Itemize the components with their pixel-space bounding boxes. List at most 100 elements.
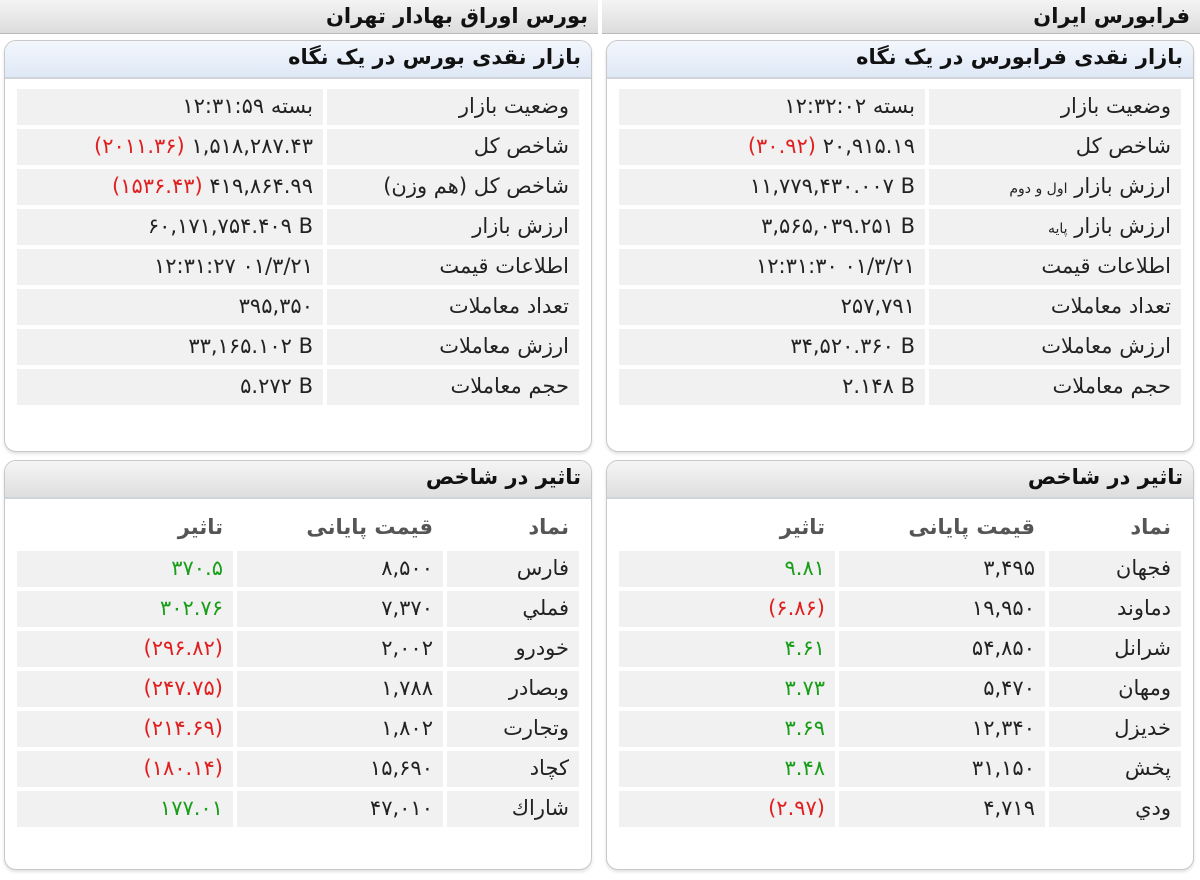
index-change: (۱۵۳۶.۴۳): [111, 174, 203, 198]
symbol-cell[interactable]: پخش: [1049, 751, 1181, 787]
row-value: ۱۱,۷۷۹,۴۳۰.۰۰۷ B: [619, 169, 925, 205]
row-label: حجم معاملات: [929, 369, 1181, 405]
tse-impact-panel: تاثیر در شاخص نماد قیمت پایانی تاثیر فار…: [4, 460, 592, 870]
effect-cell: ۹.۸۱: [619, 551, 835, 587]
price-cell: ۱,۸۰۲: [237, 711, 443, 747]
market-status-value: بسته ۱۲:۳۲:۰۲: [784, 94, 915, 118]
table-row: حجم معاملات ۵.۲۷۲ B: [17, 369, 579, 405]
tse-snapshot-title: بازار نقدی بورس در یک نگاه: [5, 41, 591, 79]
table-row: وتجارت ۱,۸۰۲ (۲۱۴.۶۹): [17, 711, 579, 747]
row-value: بسته ۱۲:۳۲:۰۲: [619, 89, 925, 125]
price-cell: ۱۹,۹۵۰: [839, 591, 1045, 627]
symbol-cell[interactable]: خدیزل: [1049, 711, 1181, 747]
row-label: شاخص کل: [929, 129, 1181, 165]
table-row: وضعیت بازار بسته ۱۲:۳۲:۰۲: [619, 89, 1181, 125]
symbol-cell[interactable]: شرانل: [1049, 631, 1181, 667]
symbol-cell[interactable]: فملي: [447, 591, 579, 627]
row-label: شاخص کل (هم وزن): [327, 169, 579, 205]
table-row: وبصادر ۱,۷۸۸ (۲۴۷.۷۵): [17, 671, 579, 707]
header-price: قیمت پایانی: [306, 515, 433, 539]
tse-impact-table: نماد قیمت پایانی تاثیر فارس ۸,۵۰۰ ۳۷۰.۵ فم…: [17, 507, 579, 831]
row-value: (۱۵۳۶.۴۳) ۴۱۹,۸۶۴.۹۹: [17, 169, 323, 205]
table-row: شاراك ۴۷,۰۱۰ ۱۷۷.۰۱: [17, 791, 579, 827]
table-row: وضعیت بازار بسته ۱۲:۳۱:۵۹: [17, 89, 579, 125]
tse-column: بورس اوراق بهادار تهران بازار نقدی بورس …: [0, 0, 598, 880]
label-sub: اول و دوم: [1009, 181, 1068, 197]
ifb-snapshot-panel: بازار نقدی فرابورس در یک نگاه وضعیت بازا…: [606, 40, 1194, 452]
price-cell: ۷,۳۷۰: [237, 591, 443, 627]
index-value: ۴۱۹,۸۶۴.۹۹: [209, 174, 313, 198]
index-value: ۱,۵۱۸,۲۸۷.۴۳: [191, 134, 313, 158]
row-label: ارزش بازار اول و دوم: [929, 169, 1181, 205]
table-row: کچاد ۱۵,۶۹۰ (۱۸۰.۱۴): [17, 751, 579, 787]
symbol-cell[interactable]: کچاد: [447, 751, 579, 787]
price-cell: ۱۵,۶۹۰: [237, 751, 443, 787]
symbol-cell[interactable]: فجهان: [1049, 551, 1181, 587]
row-value: ۳۹۵,۳۵۰: [17, 289, 323, 325]
header-symbol: نماد: [1130, 515, 1171, 539]
effect-cell: ۳.۴۸: [619, 751, 835, 787]
table-row: حجم معاملات ۲.۱۴۸ B: [619, 369, 1181, 405]
table-row: ودي ۴,۷۱۹ (۲.۹۷): [619, 791, 1181, 827]
row-label: حجم معاملات: [327, 369, 579, 405]
ifb-impact-panel: تاثیر در شاخص نماد قیمت پایانی تاثیر فجه…: [606, 460, 1194, 870]
tse-snapshot-panel: بازار نقدی بورس در یک نگاه وضعیت بازار ب…: [4, 40, 592, 452]
tse-snapshot-table: وضعیت بازار بسته ۱۲:۳۱:۵۹ شاخص کل (۲۰۱۱.…: [17, 89, 579, 409]
table-row: ومهان ۵,۴۷۰ ۳.۷۳: [619, 671, 1181, 707]
ifb-impact-title: تاثیر در شاخص: [607, 461, 1193, 499]
effect-cell: (۲۱۴.۶۹): [17, 711, 233, 747]
table-row: اطلاعات قیمت ۱۲:۳۱:۲۷ ۰۱/۳/۲۱: [17, 249, 579, 285]
row-value: ۵.۲۷۲ B: [17, 369, 323, 405]
row-value: ۱۲:۳۱:۳۰ ۰۱/۳/۲۱: [619, 249, 925, 285]
row-label: ارزش معاملات: [327, 329, 579, 365]
row-value: (۳۰.۹۲) ۲۰,۹۱۵.۱۹: [619, 129, 925, 165]
header-effect: تاثیر: [779, 515, 825, 539]
symbol-cell[interactable]: دماوند: [1049, 591, 1181, 627]
table-row: دماوند ۱۹,۹۵۰ (۶.۸۶): [619, 591, 1181, 627]
table-row: خدیزل ۱۲,۳۴۰ ۳.۶۹: [619, 711, 1181, 747]
row-label: اطلاعات قیمت: [327, 249, 579, 285]
symbol-cell[interactable]: وبصادر: [447, 671, 579, 707]
effect-cell: (۱۸۰.۱۴): [17, 751, 233, 787]
table-row: فارس ۸,۵۰۰ ۳۷۰.۵: [17, 551, 579, 587]
label-main: ارزش بازار: [1074, 174, 1171, 198]
price-cell: ۳,۴۹۵: [839, 551, 1045, 587]
row-label: وضعیت بازار: [929, 89, 1181, 125]
tse-impact-title: تاثیر در شاخص: [5, 461, 591, 499]
effect-cell: ۳۰۲.۷۶: [17, 591, 233, 627]
symbol-cell[interactable]: وتجارت: [447, 711, 579, 747]
table-row: شاخص کل (۲۰۱۱.۳۶) ۱,۵۱۸,۲۸۷.۴۳: [17, 129, 579, 165]
ifb-snapshot-title: بازار نقدی فرابورس در یک نگاه: [607, 41, 1193, 79]
row-value: ۳,۵۶۵,۰۳۹.۲۵۱ B: [619, 209, 925, 245]
price-cell: ۸,۵۰۰: [237, 551, 443, 587]
row-label: ارزش بازار پایه: [929, 209, 1181, 245]
price-cell: ۴,۷۱۹: [839, 791, 1045, 827]
effect-cell: ۴.۶۱: [619, 631, 835, 667]
market-status-value: بسته ۱۲:۳۱:۵۹: [182, 94, 313, 118]
price-cell: ۵,۴۷۰: [839, 671, 1045, 707]
row-label: تعداد معاملات: [327, 289, 579, 325]
symbol-cell[interactable]: خودرو: [447, 631, 579, 667]
price-cell: ۴۷,۰۱۰: [237, 791, 443, 827]
header-symbol: نماد: [528, 515, 569, 539]
table-row: ارزش بازار ۶۰,۱۷۱,۷۵۴.۴۰۹ B: [17, 209, 579, 245]
symbol-cell[interactable]: ومهان: [1049, 671, 1181, 707]
header-price: قیمت پایانی: [908, 515, 1035, 539]
table-row: فملي ۷,۳۷۰ ۳۰۲.۷۶: [17, 591, 579, 627]
symbol-cell[interactable]: شاراك: [447, 791, 579, 827]
symbol-cell[interactable]: ودي: [1049, 791, 1181, 827]
symbol-cell[interactable]: فارس: [447, 551, 579, 587]
row-value: ۳۳,۱۶۵.۱۰۲ B: [17, 329, 323, 365]
table-row: ارزش بازار پایه ۳,۵۶۵,۰۳۹.۲۵۱ B: [619, 209, 1181, 245]
effect-cell: (۲۴۷.۷۵): [17, 671, 233, 707]
tse-header: بورس اوراق بهادار تهران: [0, 0, 598, 34]
table-row: ارزش معاملات ۳۴,۵۲۰.۳۶۰ B: [619, 329, 1181, 365]
price-cell: ۵۴,۸۵۰: [839, 631, 1045, 667]
row-label: شاخص کل: [327, 129, 579, 165]
effect-cell: (۲۹۶.۸۲): [17, 631, 233, 667]
table-row: اطلاعات قیمت ۱۲:۳۱:۳۰ ۰۱/۳/۲۱: [619, 249, 1181, 285]
table-row: شاخص کل (۳۰.۹۲) ۲۰,۹۱۵.۱۹: [619, 129, 1181, 165]
label-sub: پایه: [1047, 221, 1068, 237]
table-row: شرانل ۵۴,۸۵۰ ۴.۶۱: [619, 631, 1181, 667]
effect-cell: ۳.۷۳: [619, 671, 835, 707]
